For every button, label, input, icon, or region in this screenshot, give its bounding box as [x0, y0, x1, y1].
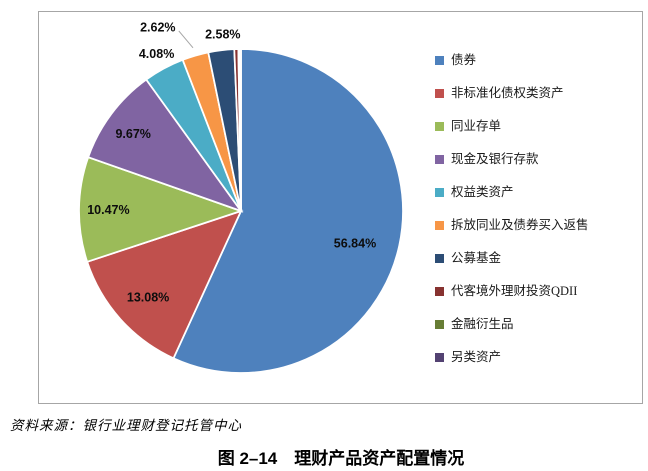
legend-item-4: 权益类资产 [435, 176, 635, 209]
data-label-3: 9.67% [115, 127, 150, 141]
legend-item-7: 代客境外理财投资QDII [435, 275, 635, 308]
legend-swatch-icon [435, 155, 444, 164]
data-label-4: 4.08% [139, 47, 174, 61]
data-label-0: 56.84% [334, 236, 376, 250]
pie-slice-9 [238, 48, 242, 212]
legend-swatch-icon [435, 122, 444, 131]
legend-label: 同业存单 [451, 119, 502, 134]
pie-slice-2 [78, 156, 244, 263]
data-label-6: 2.58% [205, 27, 240, 41]
data-label-5: 2.62% [140, 20, 175, 34]
legend-label: 拆放同业及债券买入返售 [451, 218, 589, 233]
legend-label: 权益类资产 [451, 185, 514, 200]
legend-swatch-icon [435, 221, 444, 230]
legend-item-6: 公募基金 [435, 242, 635, 275]
legend-item-8: 金融衍生品 [435, 308, 635, 341]
legend-label: 现金及银行存款 [451, 152, 539, 167]
source-note: 资料来源：银行业理财登记托管中心 [10, 418, 242, 433]
legend-swatch-icon [435, 353, 444, 362]
data-label-2: 10.47% [87, 203, 129, 217]
legend-swatch-icon [435, 89, 444, 98]
legend-item-1: 非标准化债权类资产 [435, 77, 635, 110]
legend: 债券非标准化债权类资产 同业存单现金及银行存款 权益类资产拆放同业及债券买入返售 公募… [435, 44, 635, 374]
legend-item-2: 同业存单 [435, 110, 635, 143]
legend-label: 债券 [451, 53, 477, 68]
legend-label: 代客境外理财投资QDII [451, 284, 578, 299]
legend-swatch-icon [435, 56, 444, 65]
legend-item-0: 债券 [435, 44, 635, 77]
legend-swatch-icon [435, 254, 444, 263]
legend-label: 另类资产 [451, 350, 502, 365]
figure-caption: 图 2–14 理财产品资产配置情况 [217, 449, 465, 468]
data-label-1: 13.08% [127, 291, 169, 305]
chart-area: 56.84% 13.08% 10.47% 9.67% 4.08% 2.62% 2.58% 债… [38, 11, 643, 404]
pie-slice-0 [172, 48, 404, 374]
pie-slice-3 [87, 78, 244, 213]
pie-slice-1 [86, 209, 243, 360]
legend-item-3: 现金及银行存款 [435, 143, 635, 176]
legend-item-9: 另类资产 [435, 341, 635, 374]
legend-label: 金融衍生品 [451, 317, 514, 332]
legend-label: 非标准化债权类资产 [451, 86, 564, 101]
legend-label: 公募基金 [451, 251, 502, 266]
legend-item-5: 拆放同业及债券买入返售 [435, 209, 635, 242]
legend-swatch-icon [435, 287, 444, 296]
label-leader-line [178, 30, 194, 49]
pie-chart: 56.84% 13.08% 10.47% 9.67% 4.08% 2.62% 2.58% [78, 20, 404, 374]
legend-swatch-icon [435, 320, 444, 329]
legend-swatch-icon [435, 188, 444, 197]
